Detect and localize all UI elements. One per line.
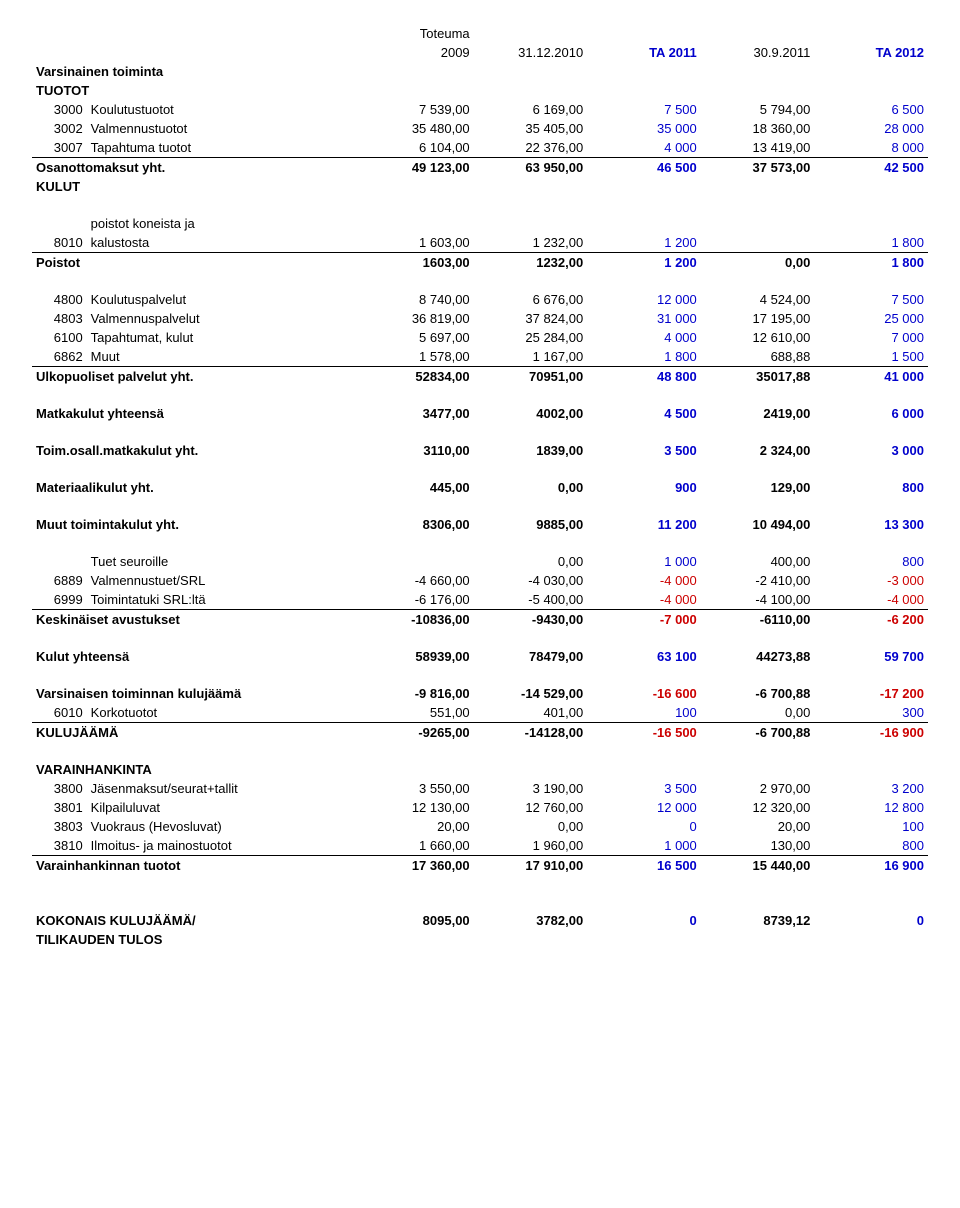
row-toim: Toim.osall.matkakulut yht. 3110,00 1839,… bbox=[32, 441, 928, 460]
row-8010: 8010 kalustosta 1 603,00 1 232,00 1 200 … bbox=[32, 233, 928, 253]
row-ulkop: Ulkopuoliset palvelut yht. 52834,00 7095… bbox=[32, 367, 928, 387]
row-osanotto: Osanottomaksut yht. 49 123,00 63 950,00 … bbox=[32, 158, 928, 178]
row-6999: 6999 Toimintatuki SRL:ltä -6 176,00 -5 4… bbox=[32, 590, 928, 610]
row-poistot: Poistot 1603,00 1232,00 1 200 0,00 1 800 bbox=[32, 253, 928, 273]
row-6889: 6889 Valmennustuet/SRL -4 660,00 -4 030,… bbox=[32, 571, 928, 590]
row-3000: 3000 Koulutustuotot 7 539,00 6 169,00 7 … bbox=[32, 100, 928, 119]
row-3800: 3800 Jäsenmaksut/seurat+tallit 3 550,00 … bbox=[32, 779, 928, 798]
hdr-2010: 31.12.2010 bbox=[474, 43, 588, 62]
row-kokonais: KOKONAIS KULUJÄÄMÄ/ 8095,00 3782,00 0 87… bbox=[32, 911, 928, 930]
row-vars-kj: Varsinaisen toiminnan kulujäämä -9 816,0… bbox=[32, 684, 928, 703]
row-3803: 3803 Vuokraus (Hevosluvat) 20,00 0,00 0 … bbox=[32, 817, 928, 836]
row-3801: 3801 Kilpailuluvat 12 130,00 12 760,00 1… bbox=[32, 798, 928, 817]
hdr-ta2011: TA 2011 bbox=[587, 43, 701, 62]
header-row-2: 2009 31.12.2010 TA 2011 30.9.2011 TA 201… bbox=[32, 43, 928, 62]
row-4803: 4803 Valmennuspalvelut 36 819,00 37 824,… bbox=[32, 309, 928, 328]
hdr-toteuma: Toteuma bbox=[360, 24, 474, 43]
row-kulut-yht: Kulut yhteensä 58939,00 78479,00 63 100 … bbox=[32, 647, 928, 666]
section-varsinainen: Varsinainen toiminta bbox=[32, 62, 360, 81]
row-3002: 3002 Valmennustuotot 35 480,00 35 405,00… bbox=[32, 119, 928, 138]
financial-table: Toteuma 2009 31.12.2010 TA 2011 30.9.201… bbox=[32, 24, 928, 949]
row-3007: 3007 Tapahtuma tuotot 6 104,00 22 376,00… bbox=[32, 138, 928, 158]
row-6010: 6010 Korkotuotot 551,00 401,00 100 0,00 … bbox=[32, 703, 928, 723]
poistot-label-1: poistot koneista ja bbox=[87, 214, 360, 233]
row-4800: 4800 Koulutuspalvelut 8 740,00 6 676,00 … bbox=[32, 290, 928, 309]
row-varainhank-t: Varainhankinnan tuotot 17 360,00 17 910,… bbox=[32, 856, 928, 876]
kokonais-label-2: TILIKAUDEN TULOS bbox=[32, 930, 360, 949]
row-muut-tk: Muut toimintakulut yht. 8306,00 9885,00 … bbox=[32, 515, 928, 534]
hdr-ta2012: TA 2012 bbox=[814, 43, 928, 62]
row-matka: Matkakulut yhteensä 3477,00 4002,00 4 50… bbox=[32, 404, 928, 423]
row-3810: 3810 Ilmoitus- ja mainostuotot 1 660,00 … bbox=[32, 836, 928, 856]
row-materiaali: Materiaalikulut yht. 445,00 0,00 900 129… bbox=[32, 478, 928, 497]
row-keskin: Keskinäiset avustukset -10836,00 -9430,0… bbox=[32, 610, 928, 630]
row-6100: 6100 Tapahtumat, kulut 5 697,00 25 284,0… bbox=[32, 328, 928, 347]
section-varainhank: VARAINHANKINTA bbox=[32, 760, 360, 779]
section-tuotot: TUOTOT bbox=[32, 81, 360, 100]
row-kulujaama: KULUJÄÄMÄ -9265,00 -14128,00 -16 500 -6 … bbox=[32, 723, 928, 743]
hdr-2009: 2009 bbox=[360, 43, 474, 62]
hdr-2011: 30.9.2011 bbox=[701, 43, 815, 62]
row-6862: 6862 Muut 1 578,00 1 167,00 1 800 688,88… bbox=[32, 347, 928, 367]
row-tuet: Tuet seuroille 0,00 1 000 400,00 800 bbox=[32, 552, 928, 571]
section-kulut: KULUT bbox=[32, 177, 360, 196]
header-row-1: Toteuma bbox=[32, 24, 928, 43]
